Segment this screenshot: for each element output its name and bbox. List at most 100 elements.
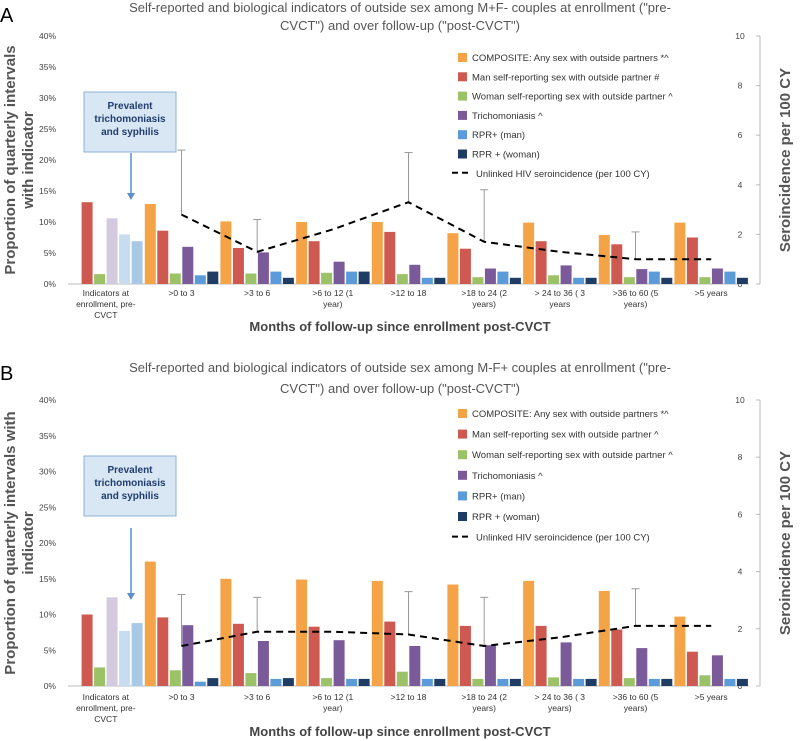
bar-woman-2	[245, 673, 257, 686]
y-axis-label: Proportion of quarterly intervals	[2, 45, 19, 274]
bar-man-3	[308, 626, 320, 686]
bar-woman-4	[396, 274, 408, 284]
bar-composite-2	[220, 221, 232, 284]
seroincidence-line	[181, 624, 712, 648]
x-tick-label: years)	[624, 703, 648, 713]
y-tick-label: 0%	[44, 681, 57, 691]
x-tick-label: >5 years	[695, 288, 728, 298]
bar-man-8	[686, 237, 698, 284]
bar-rpr_man-7	[648, 271, 660, 284]
x-tick-label: >6 to 12 (1	[312, 288, 353, 298]
bar-man-5	[459, 248, 471, 284]
bar-man-2	[232, 623, 244, 686]
legend-swatch-trich	[458, 470, 467, 480]
bar-rpr_man-2	[270, 271, 282, 284]
y2-axis-label: Seroincidence per 100 CY	[777, 68, 794, 252]
bar-rpr_man-1	[194, 275, 206, 284]
legend-label: RPR+ (man)	[472, 491, 525, 502]
legend-label: Trichomoniasis ^	[472, 471, 543, 482]
chart-title-line: Self-reported and biological indicators …	[129, 0, 671, 15]
bar-composite-7	[598, 590, 610, 686]
bar-trich-0	[106, 597, 118, 686]
x-tick-label: years)	[472, 299, 496, 309]
legend-label: RPR + (woman)	[472, 512, 540, 523]
bar-trich-7	[636, 269, 648, 284]
y2-tick-label: 8	[738, 81, 743, 91]
legend-swatch-rpr_woman	[458, 512, 467, 521]
bar-woman-6	[548, 275, 560, 284]
bar-rpr_woman-1	[207, 271, 219, 284]
bar-rpr_woman-2	[282, 277, 294, 284]
y-tick-label: 15%	[39, 574, 56, 584]
legend-label: Unlinked HIV seroincidence (per 100 CY)	[476, 169, 650, 180]
bar-rpr_man-4	[421, 678, 433, 686]
y-tick-label: 40%	[39, 395, 56, 405]
bar-composite-6	[523, 222, 535, 284]
chart-panel-a: A Self-reported and biological indicators…	[0, 0, 794, 334]
x-tick-label: years)	[472, 703, 496, 713]
y-tick-label: 10%	[39, 610, 56, 620]
bar-woman-5	[472, 277, 484, 284]
bar-rpr_woman-7	[661, 277, 673, 284]
seroincidence-line	[181, 201, 712, 261]
bar-composite-8	[674, 616, 686, 686]
bar-trich-3	[333, 261, 345, 284]
bar-man-0	[81, 614, 93, 686]
bar-rpr_man-8	[724, 678, 736, 686]
y-axis-label: with indicator	[20, 111, 37, 210]
bar-woman-5	[472, 678, 484, 686]
chart-title-line: CVCT") and over follow-up ("post-CVCT")	[280, 18, 520, 33]
bar-composite-3	[296, 222, 308, 284]
bar-woman-3	[321, 272, 333, 284]
x-tick-label: CVCT	[94, 714, 117, 724]
bar-rpr_woman-7	[661, 678, 673, 686]
legend-label: RPR + (woman)	[472, 150, 540, 161]
y-tick-label: 5%	[44, 645, 57, 655]
x-tick-label: Indicators at	[83, 288, 130, 298]
legend-label: COMPOSITE: Any sex with outside partners…	[472, 409, 669, 420]
x-tick-label: > 24 to 36 ( 3	[535, 288, 586, 298]
bar-trich-5	[484, 645, 496, 686]
bar-composite-5	[447, 584, 459, 686]
bar-rpr_woman-5	[509, 277, 521, 284]
bar-woman-2	[245, 273, 257, 284]
bar-trich-6	[560, 642, 572, 686]
bar-trich-0	[106, 218, 118, 284]
bar-rpr_woman-2	[282, 678, 294, 686]
callout-text: Prevalent	[107, 101, 153, 112]
bar-rpr_woman-6	[585, 678, 597, 686]
bar-rpr_woman-3	[358, 271, 370, 284]
x-tick-label: >3 to 6	[244, 288, 271, 298]
legend-label: Man self-reporting sex with outside part…	[472, 430, 659, 441]
callout-text: trichomoniasis	[94, 478, 166, 489]
x-tick-label: > 24 to 36 ( 3	[535, 692, 586, 702]
legend-swatch-rpr_woman	[458, 149, 467, 159]
bar-rpr_man-6	[573, 678, 585, 686]
bar-rpr_man-0	[119, 234, 131, 284]
chart-title-line: Self-reported and biological indicators …	[129, 360, 671, 375]
y2-tick-label: 4	[738, 567, 743, 577]
bar-composite-8	[674, 222, 686, 284]
y2-tick-label: 10	[735, 31, 745, 41]
bar-woman-7	[623, 277, 635, 284]
bar-woman-0	[94, 667, 106, 686]
bar-trich-6	[560, 265, 572, 284]
bar-trich-1	[182, 625, 194, 686]
bar-man-5	[459, 625, 471, 686]
legend-label: Unlinked HIV seroincidence (per 100 CY)	[476, 533, 650, 544]
x-tick-label: year)	[323, 299, 343, 309]
callout-arrow-head	[127, 193, 135, 200]
bar-woman-0	[94, 274, 106, 284]
bar-woman-1	[169, 273, 181, 284]
y-tick-label: 20%	[39, 155, 56, 165]
x-tick-label: CVCT	[94, 310, 117, 320]
bar-rpr_woman-0	[131, 241, 143, 284]
bar-composite-2	[220, 578, 232, 687]
bar-rpr_man-3	[346, 678, 358, 686]
x-tick-label: >0 to 3	[168, 288, 195, 298]
legend-swatch-composite	[458, 53, 467, 62]
bar-rpr_woman-0	[131, 623, 143, 686]
bar-rpr_woman-5	[509, 678, 521, 686]
x-tick-label: enrollment, pre-	[76, 703, 136, 713]
bar-composite-4	[371, 222, 383, 284]
